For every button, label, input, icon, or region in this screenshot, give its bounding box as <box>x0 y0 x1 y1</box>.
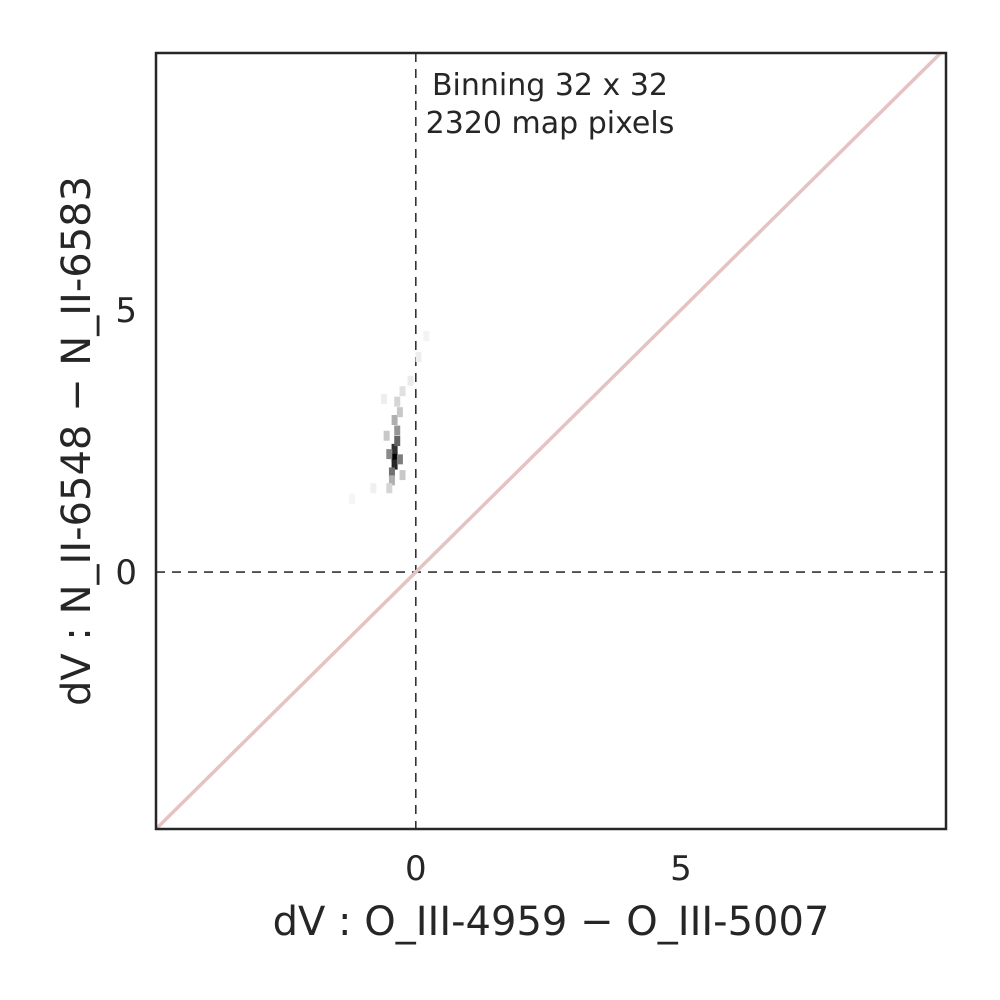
density-cell-17 <box>415 352 422 363</box>
density-cell-11 <box>394 396 401 407</box>
y-tick-label-1: 5 <box>115 291 137 331</box>
density-cell-18 <box>423 331 430 342</box>
density-cell-9 <box>388 475 395 486</box>
density-cell-7 <box>394 425 401 436</box>
density-cell-16 <box>407 375 414 386</box>
density-cell-5 <box>396 454 403 465</box>
density-cell-2 <box>391 443 398 454</box>
annotation-binning: Binning 32 x 32 <box>432 68 668 103</box>
y-axis-label: dV : N_II-6548 − N_II-6583 <box>54 176 100 706</box>
tick-labels: 0 5 0 5 <box>115 291 691 889</box>
density-cell-0 <box>391 451 398 462</box>
density-cell-21 <box>349 493 356 504</box>
density-cell-13 <box>399 386 406 397</box>
plot-area <box>156 53 946 829</box>
density-cell-1 <box>391 459 398 470</box>
x-tick-label-0: 0 <box>405 849 427 889</box>
annotation-pixel-count: 2320 map pixels <box>426 106 675 141</box>
x-tick-label-1: 5 <box>670 849 692 889</box>
plot-frame <box>154 51 948 831</box>
x-axis-label: dV : O_III-4959 − O_III-5007 <box>273 899 830 945</box>
density-cell-8 <box>391 415 398 426</box>
density-cell-3 <box>394 436 401 446</box>
density-cell-4 <box>388 467 395 478</box>
identity-line <box>156 53 944 829</box>
density-cell-6 <box>386 449 393 460</box>
density-cell-12 <box>386 483 393 494</box>
density-cell-20 <box>380 394 387 405</box>
density-cell-14 <box>383 430 390 441</box>
y-tick-label-0: 0 <box>115 553 137 593</box>
density-cell-15 <box>399 470 406 481</box>
density-cell-10 <box>396 407 403 418</box>
density-cell-19 <box>370 483 377 494</box>
